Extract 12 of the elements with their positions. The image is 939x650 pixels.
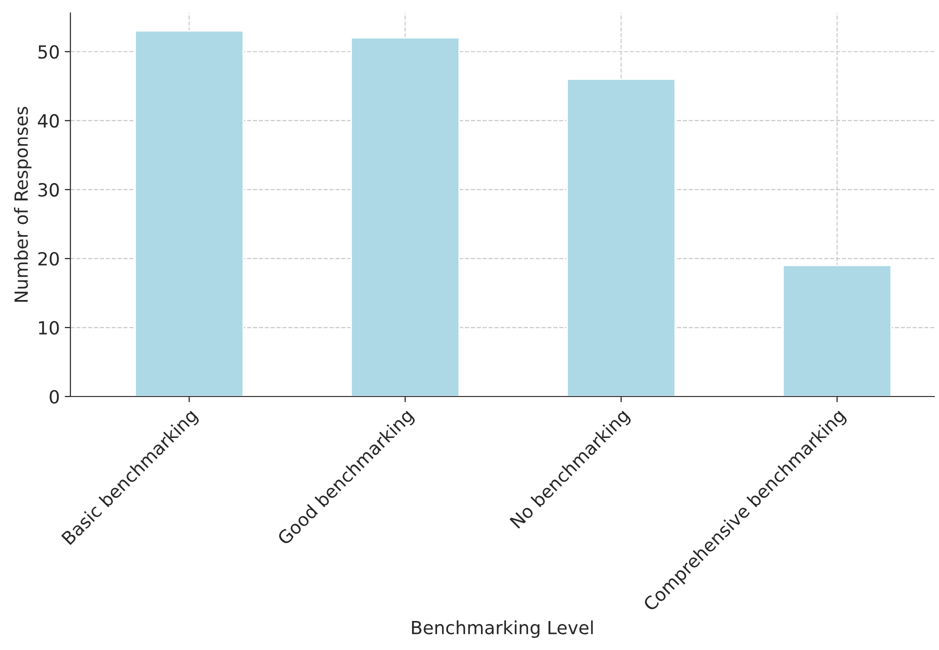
y-tick-label: 50 bbox=[38, 45, 59, 59]
y-tick-label: 20 bbox=[38, 252, 59, 266]
bar bbox=[566, 78, 676, 396]
x-axis-title: Benchmarking Level bbox=[412, 620, 593, 638]
y-tick-label: 10 bbox=[39, 320, 59, 335]
bar bbox=[350, 37, 460, 396]
y-axis-title: Number of Responses bbox=[14, 106, 32, 302]
bar bbox=[134, 30, 244, 396]
y-tick-label: 40 bbox=[38, 114, 59, 128]
bar bbox=[782, 264, 892, 396]
y-tick-label: 30 bbox=[38, 183, 59, 197]
y-tick-label: 0 bbox=[50, 390, 59, 404]
